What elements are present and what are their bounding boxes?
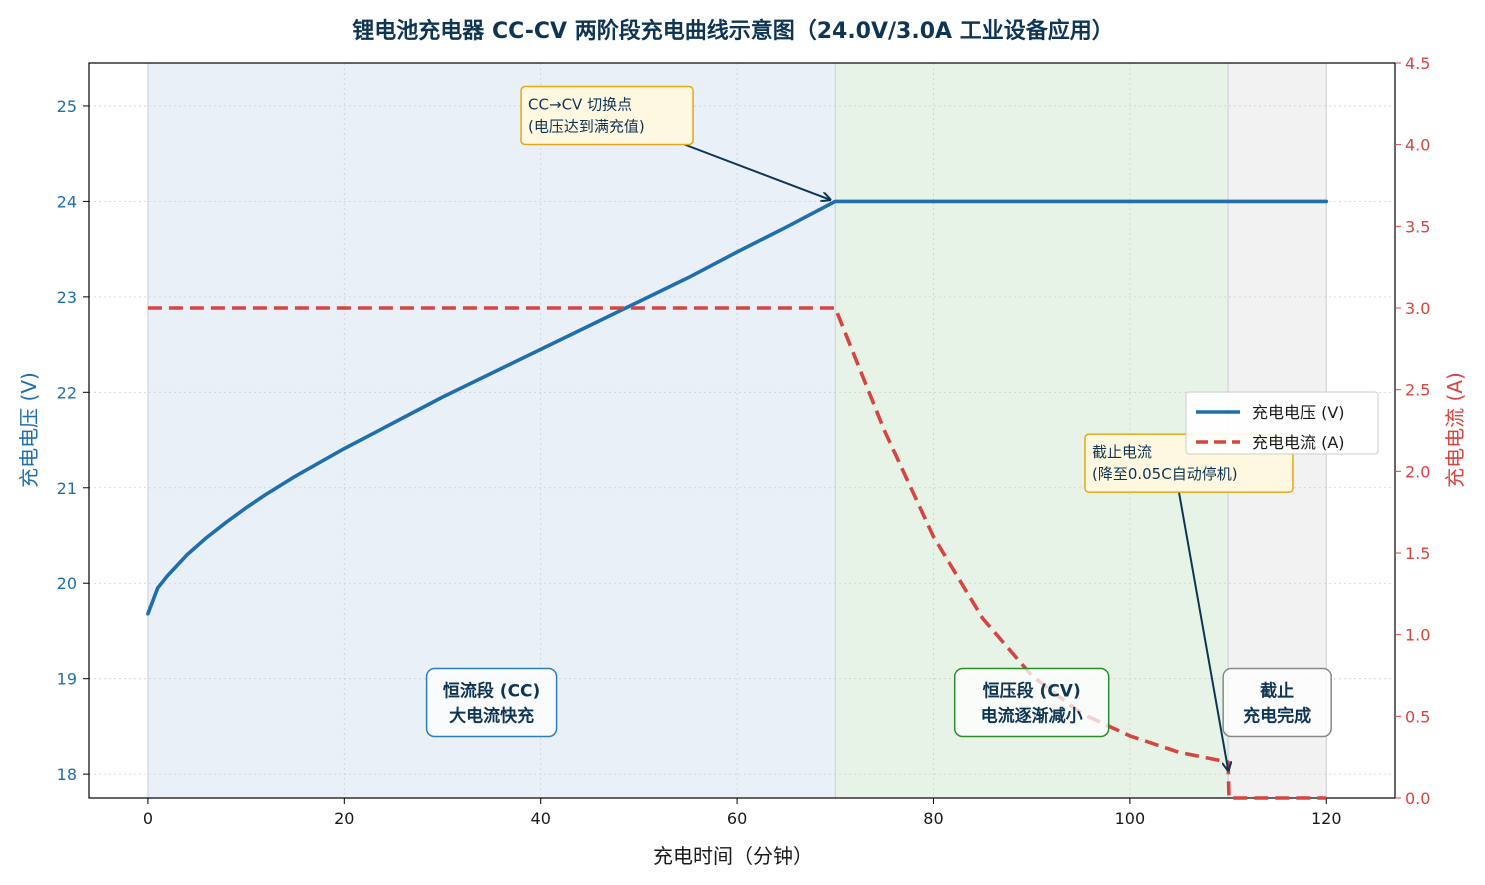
annotation-text-1-line2: (电压达到满充值) <box>528 118 645 136</box>
phase-label-desc-cutoff: 充电完成 <box>1243 706 1311 727</box>
phase-label-title-cutoff: 截止 <box>1260 681 1294 702</box>
y-right-axis-ticks: 0.0 0.5 1.0 1.5 2.0 2.5 3.0 3.5 4.0 4.5 <box>1395 54 1430 808</box>
y-left-tick-label: 22 <box>57 383 77 402</box>
phase-label-title-cv: 恒压段 (CV) <box>983 681 1081 702</box>
y-left-tick-label: 23 <box>57 288 77 307</box>
y-left-tick-label: 24 <box>57 192 77 211</box>
phase-regions <box>147 63 1327 798</box>
x-tick-label: 20 <box>334 809 354 828</box>
x-tick-label: 120 <box>1311 809 1342 828</box>
y-right-tick-label: 0.5 <box>1405 707 1430 726</box>
annotation-box-1 <box>520 85 694 146</box>
y-right-tick-label: 2.0 <box>1405 462 1430 481</box>
phase-label-desc-cc: 大电流快充 <box>449 706 534 727</box>
y-right-tick-label: 0.0 <box>1405 789 1430 808</box>
y-right-tick-label: 2.5 <box>1405 381 1430 400</box>
y-right-tick-label: 1.5 <box>1405 544 1430 563</box>
x-tick-label: 40 <box>531 809 551 828</box>
x-tick-label: 100 <box>1115 809 1146 828</box>
legend-box <box>1185 391 1379 455</box>
y-left-tick-label: 21 <box>57 479 77 498</box>
x-tick-label: 80 <box>923 809 943 828</box>
phase-label-title-cc: 恒流段 (CC) <box>443 681 540 702</box>
phase-label-box-cv <box>953 667 1110 738</box>
y-left-tick-label: 20 <box>57 574 77 593</box>
x-tick-label: 60 <box>727 809 747 828</box>
phase-label-box-cc <box>425 667 558 738</box>
y-left-tick-label: 25 <box>57 97 77 116</box>
annotation-text-1-line1: CC→CV 切换点 <box>528 96 632 114</box>
x-axis-ticks: 0 20 40 60 80 100 120 <box>143 798 1342 828</box>
series-lines <box>146 199 1329 800</box>
y-left-axis-ticks: 18 19 20 21 22 23 24 25 <box>57 97 89 784</box>
y-right-tick-label: 4.5 <box>1405 54 1430 73</box>
y-right-axis-label: 充电电流 (A) <box>1443 372 1467 488</box>
y-left-tick-label: 18 <box>57 765 77 784</box>
y-right-tick-label: 1.0 <box>1405 626 1430 645</box>
legend-voltage-label: 充电电压 (V) <box>1252 403 1345 422</box>
legend-current-label: 充电电流 (A) <box>1252 433 1345 452</box>
y-right-tick-label: 4.0 <box>1405 136 1430 155</box>
legend: 充电电压 (V) 充电电流 (A) <box>1185 391 1379 455</box>
x-axis-label: 充电时间（分钟） <box>653 844 813 868</box>
plot-frame <box>88 62 1396 799</box>
annotation-arrow-2 <box>1177 491 1228 769</box>
y-left-axis-label: 充电电压 (V) <box>17 372 41 488</box>
y-right-tick-label: 3.5 <box>1405 217 1430 236</box>
annotation-text-2-line2: (降至0.05C自动停机) <box>1092 465 1238 483</box>
phase-label-desc-cv: 电流逐渐减小 <box>981 706 1083 727</box>
chart-title: 锂电池充电器 CC-CV 两阶段充电曲线示意图（24.0V/3.0A 工业设备应… <box>352 18 1113 44</box>
annotation-arrow-1 <box>684 143 829 200</box>
x-tick-label: 0 <box>143 809 153 828</box>
y-left-tick-label: 19 <box>57 670 77 689</box>
voltage-series-line <box>146 199 1329 616</box>
phase-label-box-cutoff <box>1222 667 1332 738</box>
annotation-text-2-line1: 截止电流 <box>1092 443 1152 461</box>
y-right-tick-label: 3.0 <box>1405 299 1430 318</box>
